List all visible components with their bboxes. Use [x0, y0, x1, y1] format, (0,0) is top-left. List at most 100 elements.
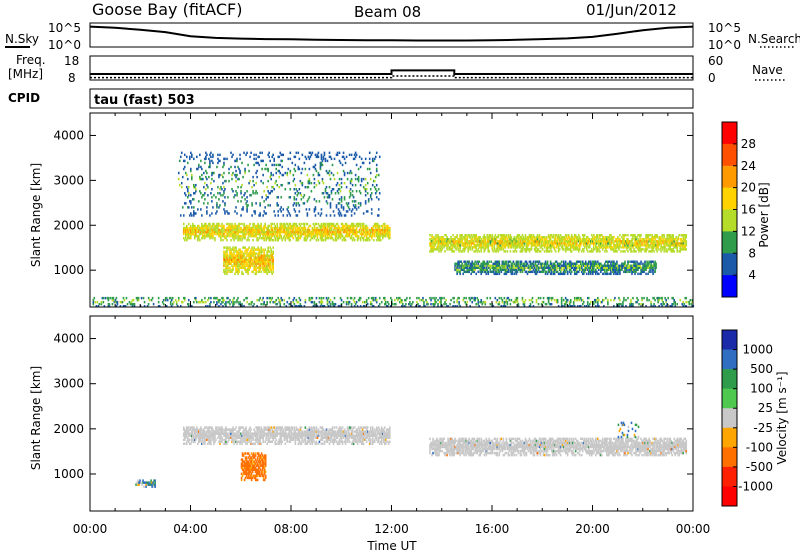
range-cell: [210, 234, 212, 238]
range-cell: [184, 202, 187, 205]
range-cell: [469, 262, 471, 265]
range-cell: [265, 258, 267, 261]
range-cell: [599, 242, 601, 245]
range-cell: [230, 270, 232, 274]
range-cell: [265, 212, 267, 215]
range-cell: [660, 246, 662, 249]
range-cell: [473, 238, 476, 241]
range-cell: [219, 188, 221, 191]
range-cell: [198, 200, 200, 203]
range-cell: [255, 258, 257, 261]
range-cell: [599, 234, 601, 237]
range-cell: [637, 246, 639, 249]
range-cell: [375, 224, 378, 228]
range-cell: [571, 238, 574, 241]
range-cell: [256, 192, 258, 195]
range-cell: [198, 165, 200, 169]
range-cell: [631, 244, 633, 247]
range-cell: [548, 240, 551, 243]
range-cell: [286, 230, 289, 234]
range-cell: [361, 224, 364, 228]
range-cell: [336, 181, 339, 185]
range-cell: [598, 266, 600, 269]
range-cell: [516, 270, 519, 274]
range-cell: [653, 270, 655, 274]
range-cell: [119, 300, 122, 304]
range-cell: [359, 224, 362, 228]
range-cell: [655, 234, 657, 237]
range-cell: [260, 230, 262, 234]
range-cell: [649, 270, 651, 274]
range-cell: [137, 298, 140, 302]
cpid-label: CPID: [8, 91, 40, 105]
range-cell: [515, 260, 518, 263]
range-cell: [584, 240, 587, 243]
range-cell: [209, 153, 211, 157]
range-cell: [523, 242, 526, 245]
range-cell: [354, 232, 357, 236]
range-cell: [598, 244, 600, 247]
range-cell: [234, 228, 236, 232]
range-cell: [337, 208, 340, 211]
range-cell: [600, 266, 602, 269]
range-cell: [596, 270, 598, 274]
range-cell: [498, 272, 501, 276]
range-cell: [116, 300, 119, 304]
range-cell: [234, 264, 236, 267]
range-cell: [547, 246, 550, 249]
range-cell: [670, 240, 672, 243]
range-cell: [635, 246, 637, 249]
range-cell: [328, 196, 331, 199]
range-cell: [287, 167, 290, 171]
range-cell: [327, 194, 330, 197]
range-cell: [574, 244, 577, 247]
range-cell: [435, 238, 437, 241]
range-cell: [271, 185, 273, 189]
range-cell: [596, 240, 598, 243]
range-cell: [210, 236, 212, 240]
range-cell: [374, 222, 377, 226]
range-cell: [251, 262, 253, 265]
range-cell: [560, 240, 563, 243]
range-cell: [476, 238, 479, 241]
range-cell: [306, 228, 309, 232]
range-cell: [465, 238, 467, 241]
range-cell: [549, 246, 552, 249]
range-cell: [555, 270, 558, 274]
range-cell: [266, 272, 268, 276]
range-cell: [682, 246, 685, 249]
range-cell: [248, 264, 250, 267]
range-cell: [569, 248, 572, 251]
range-cell: [498, 266, 501, 269]
range-cell: [222, 226, 224, 230]
range-cell: [589, 260, 592, 263]
range-cell: [248, 224, 250, 228]
range-cell: [237, 272, 239, 276]
range-cell: [464, 270, 466, 274]
range-cell: [484, 240, 487, 243]
range-cell: [645, 268, 647, 272]
range-cell: [207, 194, 209, 197]
range-cell: [198, 300, 200, 304]
range-cell: [255, 190, 257, 193]
range-cell: [253, 210, 255, 213]
range-cell: [547, 270, 550, 274]
range-cell: [182, 236, 185, 240]
range-cell: [366, 228, 369, 232]
range-cell: [459, 260, 461, 263]
range-cell: [584, 262, 587, 265]
range-cell: [581, 260, 584, 263]
range-cell: [601, 240, 603, 243]
range-cell: [559, 262, 562, 265]
range-cell: [585, 272, 588, 276]
range-cell: [263, 250, 265, 253]
range-cell: [351, 183, 354, 187]
range-cell: [177, 298, 180, 302]
range-cell: [672, 238, 674, 241]
range-cell: [186, 190, 189, 193]
range-cell: [556, 262, 559, 265]
range-cell: [234, 230, 236, 234]
range-cell: [224, 270, 226, 274]
range-cell: [492, 238, 495, 241]
range-cell: [509, 244, 512, 247]
